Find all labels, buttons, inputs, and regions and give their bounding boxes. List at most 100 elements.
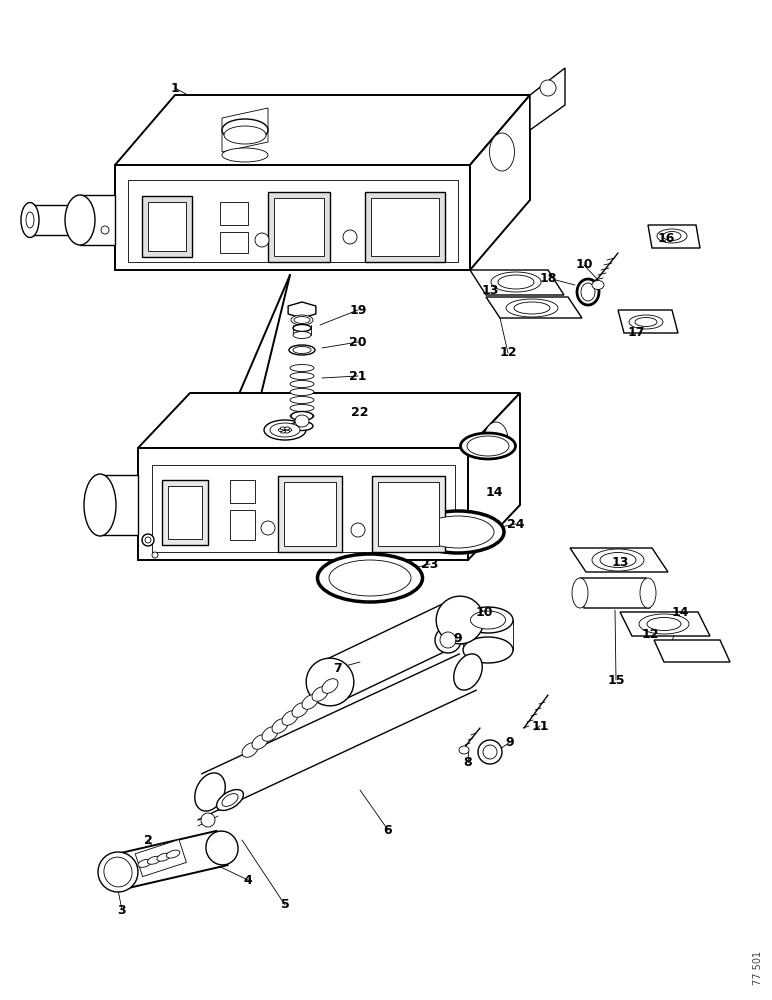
Text: 11: 11 — [531, 720, 549, 732]
Ellipse shape — [639, 614, 689, 634]
Ellipse shape — [491, 272, 541, 292]
Polygon shape — [618, 310, 678, 333]
Ellipse shape — [290, 404, 314, 412]
Text: 12: 12 — [499, 347, 516, 360]
Text: 2: 2 — [144, 834, 152, 846]
Ellipse shape — [290, 412, 314, 420]
Ellipse shape — [592, 549, 644, 571]
Ellipse shape — [157, 853, 171, 861]
Ellipse shape — [98, 852, 138, 892]
Ellipse shape — [461, 433, 516, 459]
Polygon shape — [570, 548, 668, 572]
Ellipse shape — [292, 703, 308, 717]
Ellipse shape — [222, 148, 268, 162]
Text: 16: 16 — [657, 232, 675, 244]
Polygon shape — [220, 202, 248, 225]
Circle shape — [101, 226, 109, 234]
Polygon shape — [138, 448, 468, 560]
Ellipse shape — [302, 695, 318, 709]
Text: 13: 13 — [611, 556, 628, 570]
Circle shape — [483, 745, 497, 759]
Text: 14: 14 — [671, 605, 689, 618]
Ellipse shape — [252, 735, 268, 749]
Polygon shape — [115, 95, 530, 165]
Polygon shape — [128, 180, 458, 262]
Text: 77 501: 77 501 — [753, 951, 763, 985]
Polygon shape — [115, 165, 470, 270]
Polygon shape — [371, 198, 439, 256]
Ellipse shape — [264, 420, 306, 440]
Ellipse shape — [291, 412, 313, 420]
Polygon shape — [222, 108, 268, 152]
Text: 6: 6 — [384, 824, 392, 836]
Ellipse shape — [262, 727, 278, 741]
Ellipse shape — [647, 617, 681, 631]
Ellipse shape — [272, 719, 288, 733]
Polygon shape — [168, 486, 202, 539]
Ellipse shape — [592, 280, 604, 290]
Text: 22: 22 — [351, 406, 369, 418]
Text: 9: 9 — [506, 736, 514, 748]
Ellipse shape — [21, 202, 39, 237]
Circle shape — [343, 230, 357, 244]
Ellipse shape — [484, 422, 508, 458]
Ellipse shape — [293, 332, 311, 338]
Ellipse shape — [581, 283, 595, 301]
Ellipse shape — [138, 859, 151, 867]
Ellipse shape — [195, 773, 225, 811]
Circle shape — [440, 632, 456, 648]
Text: 4: 4 — [244, 874, 252, 886]
Ellipse shape — [436, 596, 484, 644]
Circle shape — [261, 521, 275, 535]
Ellipse shape — [514, 302, 550, 314]
Text: 10: 10 — [476, 605, 493, 618]
Ellipse shape — [280, 427, 286, 430]
Ellipse shape — [463, 607, 513, 633]
Ellipse shape — [463, 637, 513, 663]
Polygon shape — [620, 612, 710, 636]
Polygon shape — [80, 195, 115, 245]
Ellipse shape — [291, 315, 313, 325]
Ellipse shape — [65, 195, 95, 245]
Ellipse shape — [293, 324, 311, 332]
Ellipse shape — [280, 430, 286, 433]
Ellipse shape — [167, 850, 180, 858]
Circle shape — [435, 627, 461, 653]
Ellipse shape — [635, 318, 657, 326]
Polygon shape — [135, 840, 186, 877]
Polygon shape — [288, 302, 316, 318]
Polygon shape — [580, 578, 650, 608]
Text: 14: 14 — [486, 486, 503, 498]
Text: 20: 20 — [349, 336, 367, 349]
Ellipse shape — [572, 578, 588, 608]
Ellipse shape — [329, 560, 411, 596]
Polygon shape — [654, 640, 730, 662]
Ellipse shape — [84, 474, 116, 536]
Text: 18: 18 — [540, 271, 557, 284]
Polygon shape — [230, 510, 255, 540]
Ellipse shape — [217, 790, 243, 810]
Polygon shape — [162, 480, 208, 545]
Ellipse shape — [629, 315, 663, 329]
Ellipse shape — [506, 299, 558, 317]
Ellipse shape — [289, 345, 315, 355]
Ellipse shape — [640, 578, 656, 608]
Ellipse shape — [422, 516, 494, 548]
Ellipse shape — [663, 232, 681, 240]
Text: 3: 3 — [117, 904, 127, 916]
Ellipse shape — [290, 388, 314, 395]
Polygon shape — [220, 232, 248, 253]
Polygon shape — [468, 393, 520, 560]
Ellipse shape — [293, 347, 311, 354]
Ellipse shape — [206, 831, 238, 865]
Text: 9: 9 — [454, 632, 462, 645]
Ellipse shape — [600, 552, 636, 568]
Text: 10: 10 — [575, 258, 593, 271]
Ellipse shape — [285, 430, 290, 433]
Ellipse shape — [290, 372, 314, 379]
Text: 23: 23 — [422, 558, 438, 570]
Ellipse shape — [306, 658, 354, 706]
Text: 17: 17 — [627, 326, 645, 338]
Ellipse shape — [224, 126, 266, 144]
Polygon shape — [113, 831, 228, 889]
